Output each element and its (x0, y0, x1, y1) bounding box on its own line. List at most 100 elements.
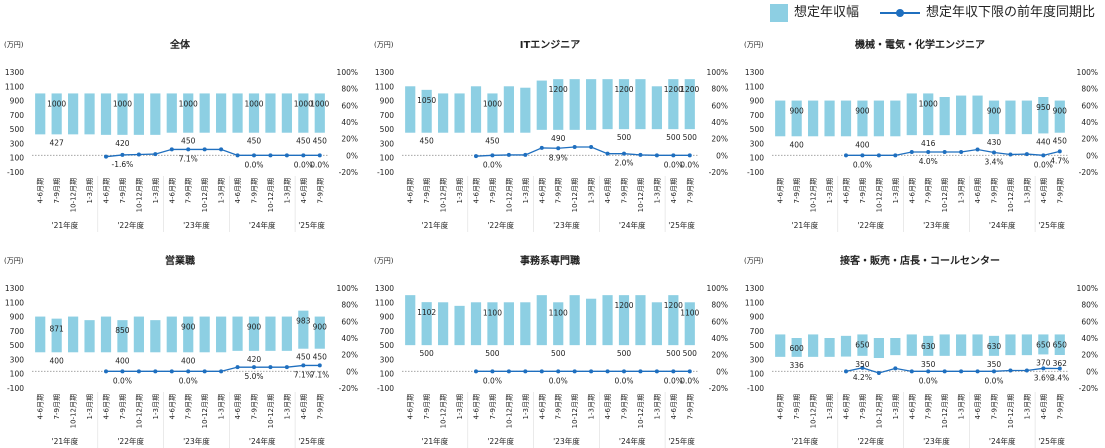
range-bar (668, 79, 679, 130)
yoy-point (992, 150, 996, 155)
yoy-point (1041, 366, 1046, 371)
x-tick-label: 1-3月期 (522, 178, 530, 203)
yoy-point (572, 145, 577, 149)
y-tick-label: 700 (750, 111, 765, 120)
range-bar (421, 89, 432, 133)
range-bar (166, 316, 177, 353)
chart-svg: 全体 (万円) -100 100 300 500 700 900 1100 1300 -20% 0% 2… (4, 38, 358, 232)
x-tick-label: 1-3月期 (152, 178, 160, 203)
x-tick-label: 7-9月期 (53, 394, 61, 419)
range-bar (635, 295, 646, 346)
x-tick-label: 10-12月期 (70, 178, 78, 212)
y-axis-unit: (万円) (744, 257, 764, 265)
yoy-data-label: 3.4% (1050, 374, 1069, 383)
low-data-label: 400 (50, 356, 65, 365)
x-tick-label: 10-12月期 (875, 394, 883, 428)
x-tick-label: 4-6月期 (473, 178, 481, 203)
x-tick-label: 4-6月期 (777, 178, 785, 203)
yoy-point (235, 153, 240, 158)
yoy-point (638, 369, 643, 374)
yoy-point (1008, 152, 1013, 157)
yoy-point (136, 152, 141, 157)
range-bar (35, 316, 46, 353)
range-bar (873, 338, 884, 358)
y-tick-label: 500 (380, 341, 395, 350)
range-bar (117, 93, 128, 135)
low-data-label: 500 (617, 133, 632, 142)
x-tick-label: 1-3月期 (218, 394, 226, 419)
fiscal-year-label: '25年度 (668, 436, 695, 446)
range-bar (166, 93, 177, 133)
high-data-label: 600 (790, 344, 805, 353)
x-tick-label: 1-3月期 (86, 178, 94, 203)
y2-tick-label: 60% (711, 101, 728, 110)
y-tick-label: 500 (10, 341, 25, 350)
low-data-label: 420 (115, 139, 130, 148)
range-bar (520, 302, 531, 346)
x-tick-label: 7-9月期 (925, 394, 933, 419)
x-tick-label: 10-12月期 (267, 394, 275, 428)
x-tick-label: 1-3月期 (653, 178, 661, 203)
fiscal-year-label: '23年度 (553, 220, 580, 230)
y-tick-label: 700 (10, 327, 25, 336)
x-tick-label: 7-9月期 (251, 178, 259, 203)
yoy-point (893, 153, 898, 158)
x-tick-label: 7-9月期 (686, 394, 694, 419)
range-bar (216, 93, 227, 133)
x-tick-label: 1-3月期 (1023, 178, 1031, 203)
range-bar (857, 100, 868, 137)
high-data-label: 1200 (664, 301, 683, 310)
y2-tick-label: 40% (1081, 334, 1098, 343)
low-data-label: 400 (115, 356, 130, 365)
y2-tick-label: 20% (1081, 351, 1098, 360)
x-tick-label: 7-9月期 (621, 178, 629, 203)
x-tick-label: 1-3月期 (456, 394, 464, 419)
y-tick-label: 100 (380, 154, 395, 163)
range-bar (808, 100, 819, 137)
low-data-label: 430 (987, 138, 1002, 147)
yoy-point (120, 369, 125, 374)
x-tick-label: 10-12月期 (267, 178, 275, 212)
range-bar (939, 97, 950, 136)
yoy-data-label: 0.0% (680, 160, 699, 169)
low-data-label: 500 (666, 349, 681, 358)
yoy-data-label: 7.1% (179, 154, 198, 163)
high-data-label: 1000 (919, 99, 938, 108)
y-tick-label: 100 (10, 154, 25, 163)
y2-tick-label: 40% (341, 118, 358, 127)
y2-tick-label: -20% (339, 384, 358, 393)
y2-tick-label: 20% (341, 351, 358, 360)
y-tick-label: 700 (380, 327, 395, 336)
x-tick-label: 7-9月期 (316, 394, 324, 419)
yoy-data-label: 8.9% (549, 153, 568, 162)
yoy-data-label: 0.0% (853, 160, 872, 169)
y-tick-label: 1100 (745, 298, 764, 307)
y-tick-label: 900 (380, 97, 395, 106)
y2-tick-label: 0% (1086, 151, 1098, 160)
yoy-point (301, 363, 306, 368)
y-tick-label: 100 (10, 370, 25, 379)
range-bar (840, 100, 852, 137)
x-tick-label: 10-12月期 (135, 178, 143, 212)
y-tick-label: 100 (750, 370, 765, 379)
y-tick-label: 900 (10, 313, 25, 322)
y2-tick-label: -20% (1079, 168, 1098, 177)
yoy-point (1024, 152, 1029, 157)
y-tick-label: 500 (380, 125, 395, 134)
range-bar (1005, 100, 1016, 135)
x-tick-label: 4-6月期 (974, 178, 982, 203)
y2-tick-label: 60% (1081, 317, 1098, 326)
y2-tick-label: 100% (1077, 68, 1098, 77)
x-tick-label: 7-9月期 (686, 178, 694, 203)
yoy-point (490, 369, 495, 374)
yoy-point (909, 150, 914, 154)
range-bar (906, 93, 917, 136)
y2-tick-label: 40% (711, 334, 728, 343)
chart-panel: 接客・販売・店長・コールセンター (万円) -100 100 300 500 700 900 1… (742, 252, 1102, 448)
yoy-point (992, 369, 996, 374)
range-bar (536, 80, 547, 130)
yoy-point (104, 369, 108, 374)
high-data-label: 1100 (680, 308, 699, 317)
high-data-label: 900 (247, 323, 262, 332)
x-tick-label: 7-9月期 (859, 178, 867, 203)
